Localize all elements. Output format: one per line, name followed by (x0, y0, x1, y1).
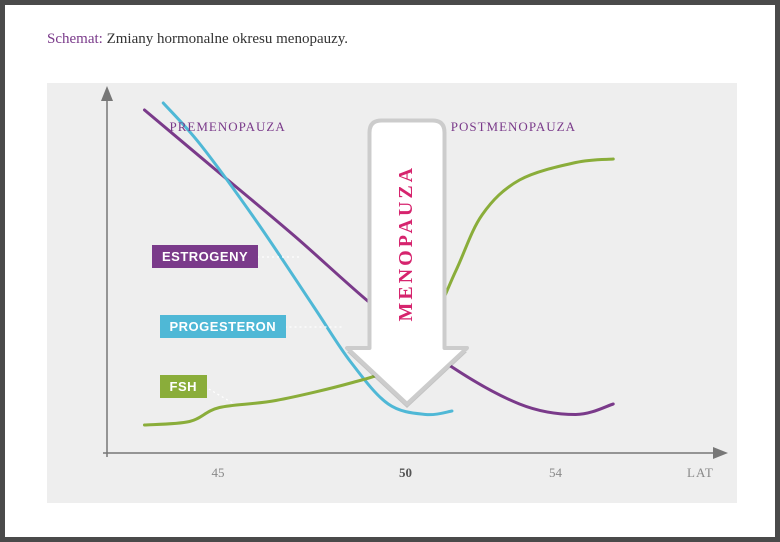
x-tick: 50 (399, 465, 412, 481)
series-tag: FSH (160, 375, 208, 398)
figure-frame: Schemat: Zmiany hormonalne okresu menopa… (0, 0, 780, 542)
x-tick: 45 (212, 465, 225, 481)
chart-area: MENOPAUZA PREMENOPAUZA POSTMENOPAUZA ESTROG… (47, 83, 737, 503)
series-tag: ESTROGENY (152, 245, 258, 268)
caption-text: Zmiany hormonalne okresu menopauzy. (107, 31, 348, 47)
figure-caption: Schemat: Zmiany hormonalne okresu menopa… (47, 31, 348, 48)
x-axis-label: LAT (687, 465, 714, 481)
leader-line (205, 387, 235, 405)
phase-label: PREMENOPAUZA (170, 119, 286, 135)
phase-label: POSTMENOPAUZA (451, 119, 576, 135)
caption-label: Schemat: (47, 31, 103, 47)
x-tick: 54 (549, 465, 562, 481)
series-tag: PROGESTERON (160, 315, 287, 338)
menopause-label: MENOPAUZA (395, 139, 418, 347)
chart-svg (47, 83, 737, 503)
